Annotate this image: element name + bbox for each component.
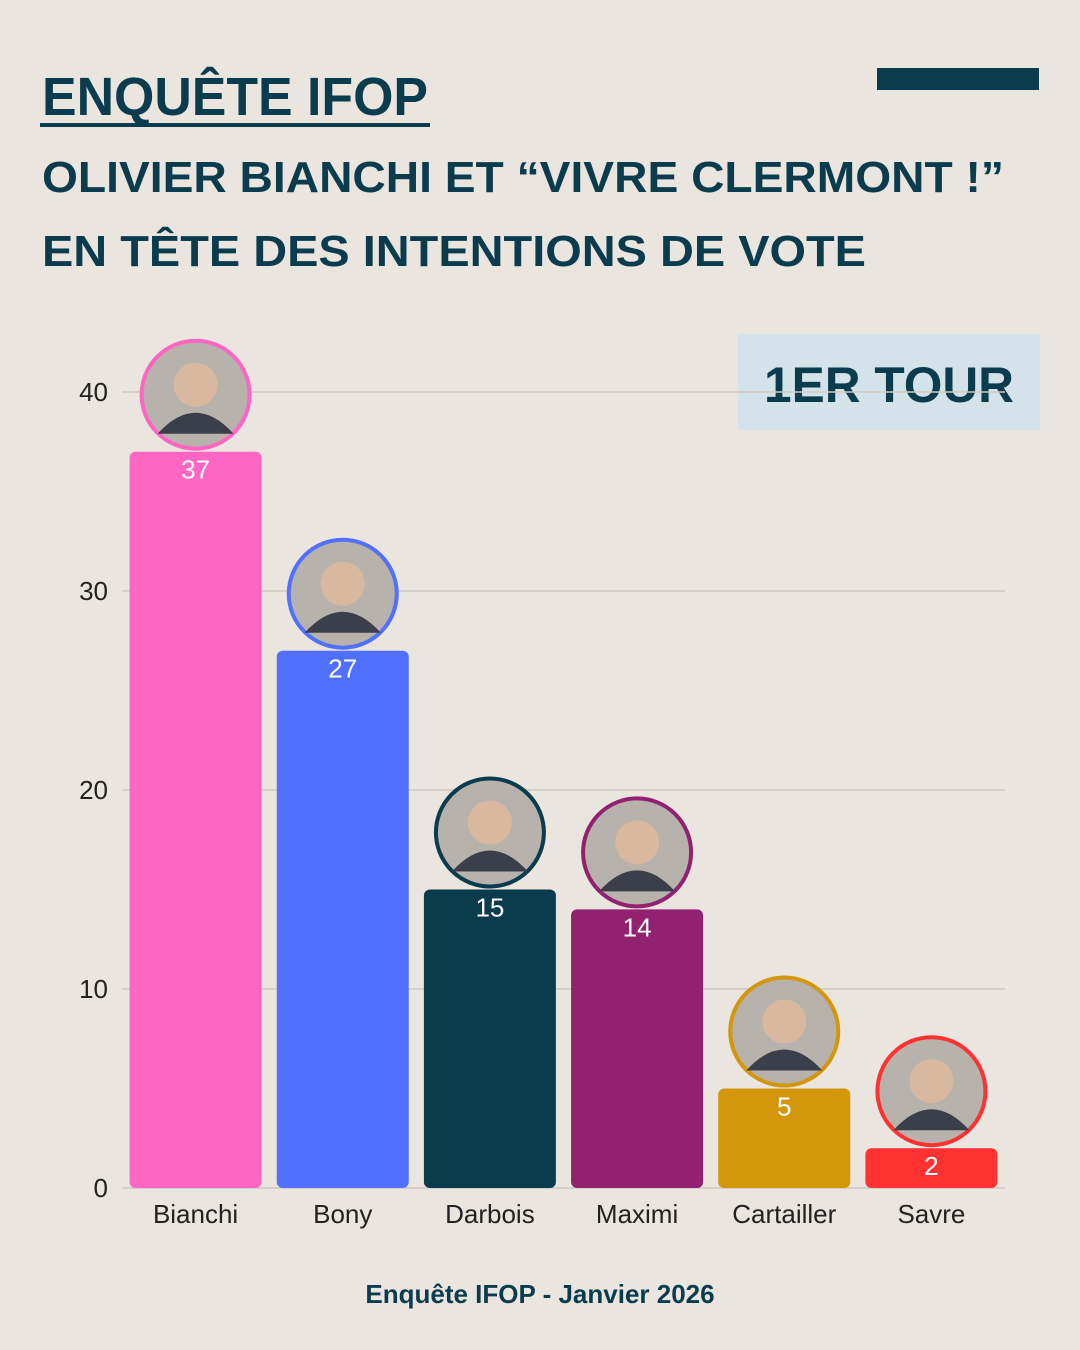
subtitle: EN TÊTE DES INTENTIONS DE VOTE [42,226,866,276]
value-label: 2 [924,1151,938,1181]
y-tick-label: 40 [79,377,108,407]
x-tick-label: Savre [897,1199,965,1229]
subtitle: OLIVIER BIANCHI ET “VIVRE CLERMONT !” [42,153,1004,202]
bar [718,1088,851,1188]
value-label: 5 [777,1092,791,1122]
y-tick-label: 10 [79,974,108,1004]
photo-body [599,870,676,892]
bar [129,451,262,1188]
photo-face [615,820,660,865]
photo-body [746,1049,823,1071]
value-label: 15 [475,893,504,923]
bar [571,909,704,1188]
value-label: 27 [328,654,357,684]
x-tick-label: Bony [313,1199,372,1229]
photo-face [467,800,512,845]
photo-face [909,1059,954,1104]
value-label: 14 [623,912,652,942]
x-tick-label: Darbois [445,1199,535,1229]
photo-body [893,1109,970,1131]
bar [276,650,409,1188]
value-label: 37 [181,455,210,485]
photo-body [451,850,528,872]
photo-body [304,611,381,633]
x-tick-label: Bianchi [153,1199,238,1229]
chart-title: ENQUÊTE IFOP [42,66,428,127]
photo-body [157,412,234,434]
source: Enquête IFOP - Janvier 2026 [365,1279,714,1309]
photo-face [173,362,218,407]
bar [423,889,556,1188]
title-underline [40,123,430,127]
bar [865,1148,998,1188]
decor-bar [877,68,1039,90]
y-tick-label: 30 [79,576,108,606]
photo-face [320,561,365,606]
badge: 1ER TOUR [764,357,1014,413]
x-tick-label: Maximi [596,1199,678,1229]
y-tick-label: 20 [79,775,108,805]
badge-bg [738,334,1040,430]
photo-face [762,999,807,1044]
y-tick-label: 0 [94,1173,108,1203]
x-tick-label: Cartailler [732,1199,836,1229]
